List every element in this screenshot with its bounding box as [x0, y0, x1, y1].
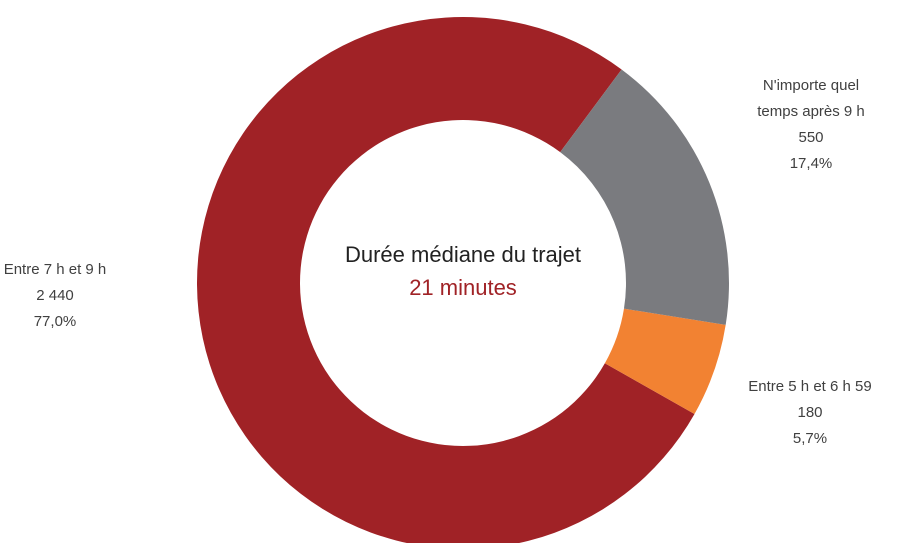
slice-label: Entre 7 h et 9 h — [4, 261, 107, 278]
donut-slice — [604, 308, 726, 414]
slice-percent: 17,4% — [790, 155, 833, 172]
slice-label: Entre 5 h et 6 h 59 — [748, 378, 871, 395]
slice-value: 180 — [797, 404, 822, 421]
donut-slice — [560, 69, 730, 325]
slice-percent: 5,7% — [793, 430, 827, 447]
donut-slice — [197, 17, 695, 543]
center-value: 21 minutes — [409, 275, 517, 300]
slice-label: temps après 9 h — [757, 103, 865, 120]
slice-percent: 77,0% — [34, 313, 77, 330]
center-title: Durée médiane du trajet — [345, 242, 581, 267]
slice-value: 550 — [798, 129, 823, 146]
slice-label: N'importe quel — [763, 77, 859, 94]
slice-value: 2 440 — [36, 287, 74, 304]
